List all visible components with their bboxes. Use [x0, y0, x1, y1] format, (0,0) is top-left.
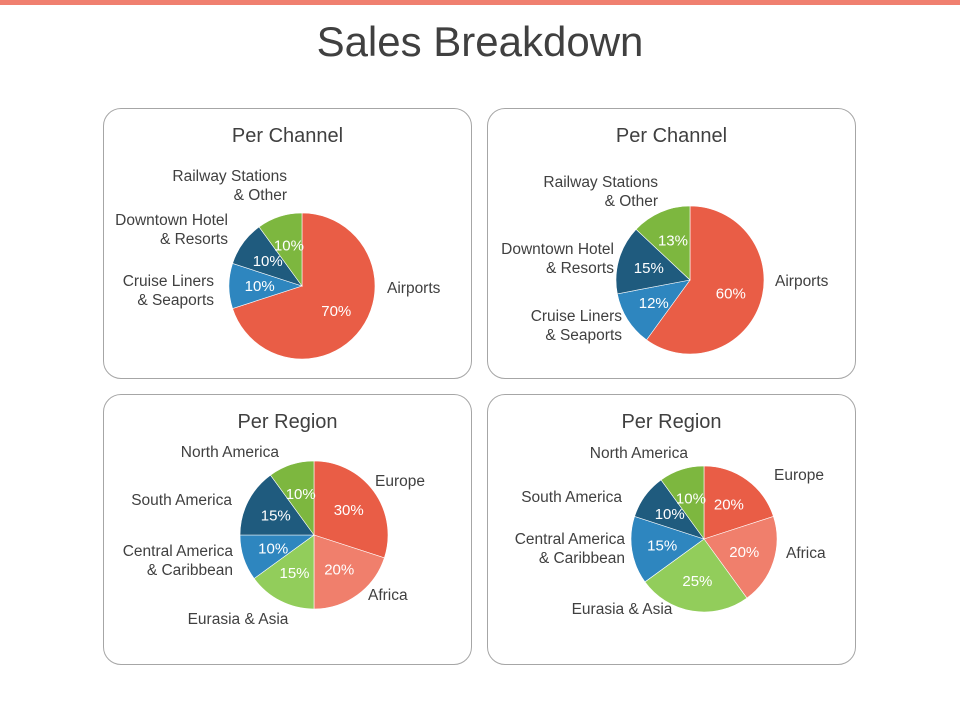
data-label: 10% — [286, 486, 316, 503]
chart-panel-channel-2: Per Channel 60% Airports 12% Cruise Liners &… — [487, 108, 856, 379]
category-label: Central America & Caribbean — [515, 531, 626, 567]
pie-slice-eurasia-asia — [253, 534, 315, 610]
data-label: 13% — [658, 233, 688, 250]
chart-panel-channel-1: Per Channel 70% Airports 10% Cruise Liners &… — [103, 108, 472, 379]
data-label: 15% — [279, 565, 309, 582]
pie-chart: 60% Airports 12% Cruise Liners & Seaports 15%… — [501, 174, 829, 355]
category-label: North America — [181, 444, 280, 461]
category-label: Downtown Hotel & Resorts — [115, 212, 228, 248]
pie-slice-south-america — [239, 474, 315, 536]
pie-slice-central-america-caribbean — [630, 516, 705, 583]
data-label: 30% — [334, 502, 364, 519]
category-label: Eurasia & Asia — [572, 601, 673, 618]
data-label: 60% — [716, 285, 746, 302]
chart-title: Per Channel — [615, 125, 728, 147]
data-label: 10% — [274, 238, 304, 255]
category-label: Railway Stations & Other — [172, 168, 287, 204]
data-label: 70% — [321, 303, 351, 320]
data-label: 15% — [634, 260, 664, 277]
top-accent-bar — [0, 0, 960, 5]
data-label: 15% — [261, 508, 291, 525]
data-label: 20% — [714, 497, 744, 514]
category-label: Airports — [775, 273, 829, 290]
page-title: Sales Breakdown — [316, 18, 644, 65]
data-label: 20% — [729, 544, 759, 561]
data-label: 10% — [258, 540, 288, 557]
pie-slice-africa — [703, 516, 778, 599]
pie-slice-downtown-hotel-resorts — [615, 228, 691, 295]
category-label: Cruise Liners & Seaports — [123, 273, 215, 309]
category-label: Railway Stations & Other — [543, 174, 658, 210]
pie-slice-europe — [703, 465, 774, 540]
category-label: North America — [590, 445, 689, 462]
data-label: 10% — [676, 491, 706, 508]
pie-slice-north-america — [660, 465, 705, 540]
data-label: 12% — [639, 295, 669, 312]
data-label: 10% — [253, 253, 283, 270]
data-label: 10% — [655, 506, 685, 523]
chart-title: Per Region — [621, 411, 722, 433]
category-label: Downtown Hotel & Resorts — [501, 241, 614, 277]
pie-chart: 20% Europe 20% Africa 25% Eurasia & Asia 15% Ce… — [515, 445, 826, 618]
pie-slice-airports — [232, 212, 376, 360]
category-label: Central America & Caribbean — [123, 543, 234, 579]
category-label: Cruise Liners & Seaports — [531, 308, 623, 344]
category-label: South America — [131, 492, 232, 509]
pie-slice-europe — [313, 460, 389, 559]
category-label: Airports — [387, 280, 441, 297]
category-label: Africa — [368, 587, 408, 604]
pie-slice-eurasia-asia — [644, 538, 748, 613]
category-label: Africa — [786, 545, 826, 562]
pie-chart: 30% Europe 20% Africa 15% Eurasia & Asia 10% Ce… — [123, 444, 425, 628]
pie-slice-railway-stations-other — [258, 212, 303, 287]
category-label: Eurasia & Asia — [188, 611, 289, 628]
data-label: 15% — [647, 538, 677, 555]
pie-slice-africa — [313, 534, 385, 610]
pie-slice-north-america — [270, 460, 315, 536]
category-label: South America — [521, 489, 622, 506]
category-label: Europe — [375, 473, 425, 490]
pie-slice-airports — [646, 205, 765, 355]
chart-title: Per Channel — [231, 125, 344, 147]
chart-title: Per Region — [237, 411, 338, 433]
chart-panel-region-2: Per Region 20% Europe 20% Africa 25% Eurasia … — [487, 394, 856, 665]
pie-slice-railway-stations-other — [635, 205, 691, 281]
data-label: 25% — [682, 573, 712, 590]
pie-chart: 70% Airports 10% Cruise Liners & Seaports 10%… — [115, 168, 441, 360]
category-label: Europe — [774, 467, 824, 484]
chart-panel-region-1: Per Region 30% Europe 20% Africa 15% Eurasia … — [103, 394, 472, 665]
data-label: 20% — [324, 562, 354, 579]
data-label: 10% — [245, 278, 275, 295]
